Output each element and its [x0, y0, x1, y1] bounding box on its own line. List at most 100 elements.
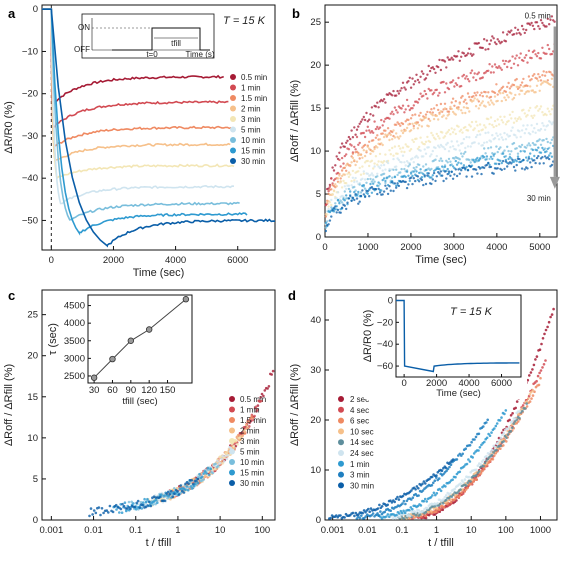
- b-point: [392, 154, 395, 157]
- b-point: [366, 125, 369, 128]
- c-legend-marker: [229, 459, 235, 465]
- d-point: [528, 393, 532, 396]
- b-point: [491, 123, 494, 127]
- b-point: [376, 125, 379, 129]
- d-point: [463, 478, 467, 481]
- b-point: [462, 137, 466, 141]
- b-point: [391, 138, 394, 141]
- d-point: [458, 494, 462, 497]
- b-point: [538, 27, 541, 30]
- c-point: [154, 498, 158, 502]
- b-point: [376, 101, 379, 104]
- b-point: [531, 116, 535, 120]
- d-point: [444, 498, 448, 502]
- c-point: [255, 408, 259, 412]
- d-point: [402, 509, 405, 513]
- d-inset-y-tick-label: −20: [377, 317, 393, 328]
- d-point: [482, 458, 485, 462]
- d-point: [351, 511, 355, 515]
- b-point: [519, 160, 522, 164]
- b-point: [478, 167, 482, 170]
- b-point: [461, 94, 464, 98]
- b-point: [487, 117, 490, 121]
- b-point: [535, 122, 539, 126]
- b-point: [347, 135, 351, 139]
- d-point: [414, 513, 418, 517]
- b-point: [451, 131, 455, 134]
- b-point: [424, 77, 428, 80]
- d-point: [518, 413, 521, 417]
- c-point: [91, 513, 94, 516]
- d-inset-line: [396, 299, 520, 373]
- c-point: [205, 472, 208, 475]
- b-point: [451, 97, 455, 100]
- b-point: [407, 165, 410, 168]
- b-point: [409, 117, 413, 120]
- b-point: [415, 170, 418, 173]
- d-point: [410, 489, 413, 492]
- d-point: [504, 409, 508, 412]
- c-point: [267, 385, 271, 388]
- b-point: [336, 177, 340, 180]
- d-point: [343, 516, 346, 519]
- b-point: [430, 153, 433, 156]
- b-point: [354, 133, 357, 136]
- b-point: [464, 77, 467, 80]
- b-point: [393, 182, 397, 185]
- b-point: [349, 190, 352, 193]
- b-point: [342, 179, 345, 183]
- b-point: [426, 73, 429, 76]
- b-point: [449, 133, 452, 136]
- d-point: [464, 484, 468, 487]
- b-point: [378, 166, 382, 170]
- b-point: [510, 85, 513, 88]
- d-point: [383, 510, 387, 514]
- b-point: [420, 125, 424, 128]
- d-point: [531, 394, 535, 397]
- b-point: [422, 72, 425, 76]
- d-y-tick-label: 20: [310, 415, 321, 426]
- c-legend-label: 5 min: [240, 448, 260, 457]
- b-point: [345, 153, 348, 156]
- b-point: [465, 175, 468, 178]
- b-point: [458, 172, 461, 175]
- c-x-tick-label: 0.1: [129, 525, 142, 536]
- b-point: [531, 141, 535, 145]
- c-point: [119, 507, 123, 511]
- b-point: [462, 106, 466, 109]
- b-point: [516, 117, 520, 121]
- d-point: [425, 500, 429, 503]
- b-point: [529, 85, 532, 88]
- b-point: [512, 62, 516, 65]
- d-point: [544, 359, 547, 362]
- b-point: [507, 81, 510, 85]
- b-point: [418, 171, 421, 175]
- b-point: [531, 130, 535, 133]
- b-point: [411, 138, 414, 142]
- b-point: [428, 69, 432, 73]
- b-point: [385, 160, 388, 163]
- b-point: [493, 137, 497, 140]
- c-inset-bg: [48, 291, 204, 413]
- b-point: [496, 38, 499, 41]
- b-point: [405, 170, 409, 173]
- d-point: [544, 328, 548, 332]
- b-point: [404, 88, 407, 91]
- b-point: [453, 128, 456, 131]
- b-point: [416, 78, 420, 82]
- b-point: [512, 33, 516, 36]
- b-point: [435, 114, 438, 118]
- b-point: [438, 137, 441, 140]
- b-point: [520, 167, 524, 170]
- b-point: [350, 184, 353, 187]
- b-point: [388, 169, 391, 172]
- b-point: [407, 174, 410, 177]
- b-point: [460, 55, 463, 58]
- a-y-tick-label: −10: [22, 46, 38, 57]
- b-point: [472, 158, 475, 161]
- c-point: [234, 444, 238, 448]
- d-point: [461, 452, 465, 456]
- d-point: [482, 467, 486, 470]
- b-point: [450, 107, 453, 111]
